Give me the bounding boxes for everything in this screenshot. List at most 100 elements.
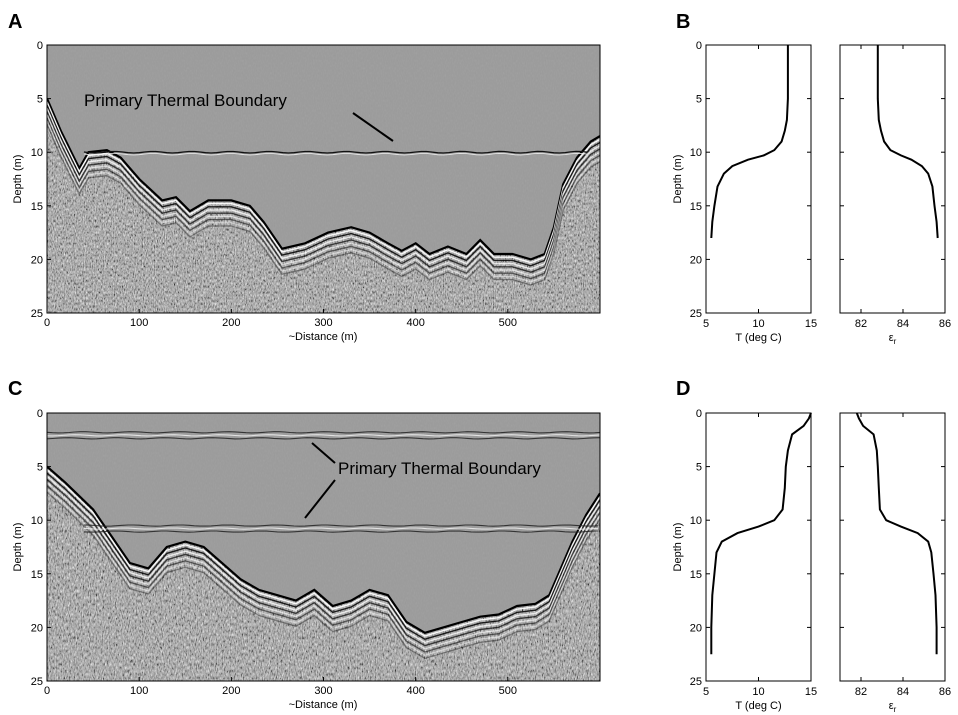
profile-xlabel: εr <box>889 332 897 346</box>
reflector-line-a <box>47 111 600 273</box>
profile-curve <box>710 45 789 239</box>
profile-d-permittivity: 82 84 86 εr <box>839 412 951 714</box>
y-tick-label-a: 10 <box>31 147 43 159</box>
x-tick-label-a: 200 <box>222 317 240 329</box>
reflector-line-a <box>47 117 600 280</box>
x-tick-label-c: 100 <box>130 685 148 697</box>
y-tick-label-c: 0 <box>37 408 43 420</box>
reflector-line-c <box>47 478 600 647</box>
x-tick-label-c: 0 <box>44 685 50 697</box>
ylabel-c: Depth (m) <box>12 523 24 572</box>
profile-xlabel: T (deg C) <box>735 700 781 712</box>
x-tick-label-a: 300 <box>314 317 332 329</box>
annotation-arrow-c-upper <box>311 442 336 464</box>
y-tick-label-c: 15 <box>31 569 43 581</box>
annotation-arrow-c-lower <box>304 479 336 519</box>
reflector-line-c <box>47 465 600 634</box>
reflector-line-a <box>47 114 600 277</box>
reflector-line-a <box>47 107 600 270</box>
profile-xlabel: εr <box>889 700 897 714</box>
profile-xlabel-subscript: r <box>894 705 897 714</box>
y-tick-label: 15 <box>690 201 702 213</box>
reflector-line-c <box>47 482 600 650</box>
x-tick-label: 10 <box>752 686 764 698</box>
panel-letter-d: D <box>676 378 690 400</box>
x-tick-label: 82 <box>855 318 867 330</box>
reflector-layers-a <box>47 98 600 286</box>
profile-b-temperature: 5 10 15 0 5 10 15 20 25 T (deg C) Depth (m) <box>672 40 817 344</box>
x-tick-label: 84 <box>897 686 909 698</box>
annotation-arrow-a <box>352 112 394 142</box>
reflector-line-a <box>47 104 600 267</box>
xlabel-c: ~Distance (m) <box>289 699 358 711</box>
reflector-line-c <box>47 475 600 644</box>
x-tick-label: 86 <box>939 686 951 698</box>
y-tick-label: 15 <box>690 569 702 581</box>
y-tick-label: 20 <box>690 254 702 266</box>
y-tick-label-a: 15 <box>31 201 43 213</box>
x-tick-label: 86 <box>939 318 951 330</box>
y-tick-label: 5 <box>696 462 702 474</box>
x-tick-label-c: 300 <box>314 685 332 697</box>
reflector-line-c <box>47 491 600 660</box>
y-tick-label: 0 <box>696 408 702 420</box>
panel-letter-a: A <box>8 11 22 33</box>
thermal-boundary-line <box>47 434 600 437</box>
x-tick-label-a: 500 <box>499 317 517 329</box>
y-tick-label-c: 10 <box>31 515 43 527</box>
xlabel-a: ~Distance (m) <box>289 331 358 343</box>
reflector-line-c <box>47 472 600 640</box>
thermal-boundary-line <box>83 524 599 527</box>
profile-curve <box>876 45 939 239</box>
y-tick-label: 10 <box>690 515 702 527</box>
panel-letter-c: C <box>8 378 22 400</box>
x-tick-label: 84 <box>897 318 909 330</box>
y-tick-label: 25 <box>690 308 702 320</box>
y-tick-label-a: 5 <box>37 94 43 106</box>
reflector-line-a <box>47 120 600 283</box>
annotation-c: Primary Thermal Boundary <box>338 459 541 478</box>
y-tick-label: 10 <box>690 147 702 159</box>
x-tick-label-a: 400 <box>406 317 424 329</box>
profile-b-permittivity: 82 84 86 εr <box>839 44 951 346</box>
y-tick-label: 5 <box>696 94 702 106</box>
thermal-boundary-line <box>83 150 588 154</box>
thermal-boundary-reflector-c <box>47 431 600 533</box>
profile-curve <box>855 412 938 655</box>
reflector-line-c <box>47 488 600 656</box>
reflector-layers-c <box>47 465 600 660</box>
profile-frame <box>705 44 812 314</box>
radargram-c: 0 100 200 300 400 500 0 5 10 15 20 25 Depth (m) ~Di… <box>12 408 601 711</box>
profile-xlabel-subscript: r <box>894 337 897 346</box>
thermal-boundary-line <box>83 530 599 533</box>
profile-frame <box>839 412 946 682</box>
y-tick-label-a: 0 <box>37 40 43 52</box>
profile-ylabel: Depth (m) <box>672 523 684 572</box>
thermal-boundary-line <box>47 437 600 440</box>
x-tick-label: 5 <box>703 318 709 330</box>
x-tick-label-a: 100 <box>130 317 148 329</box>
profile-xlabel: T (deg C) <box>735 332 781 344</box>
x-tick-label: 82 <box>855 686 867 698</box>
ylabel-a: Depth (m) <box>12 155 24 204</box>
panel-letter-b: B <box>676 11 690 33</box>
x-tick-label-c: 200 <box>222 685 240 697</box>
y-tick-label-c: 20 <box>31 622 43 634</box>
reflector-line-a <box>47 123 600 286</box>
x-tick-label: 10 <box>752 318 764 330</box>
profile-d-temperature: 5 10 15 0 5 10 15 20 25 T (deg C) Depth (m) <box>672 408 817 712</box>
x-tick-label-c: 400 <box>406 685 424 697</box>
reflector-line-c <box>47 469 600 637</box>
reflector-line-a <box>47 98 600 261</box>
x-tick-label: 15 <box>805 318 817 330</box>
reflector-line-c <box>47 485 600 653</box>
thermal-boundary-line <box>47 431 600 434</box>
y-tick-label-a: 20 <box>31 254 43 266</box>
profile-ylabel: Depth (m) <box>672 155 684 204</box>
x-tick-label: 5 <box>703 686 709 698</box>
y-tick-label: 25 <box>690 676 702 688</box>
y-tick-label-a: 25 <box>31 308 43 320</box>
x-tick-label-a: 0 <box>44 317 50 329</box>
profile-frame <box>839 44 946 314</box>
y-tick-label-c: 25 <box>31 676 43 688</box>
